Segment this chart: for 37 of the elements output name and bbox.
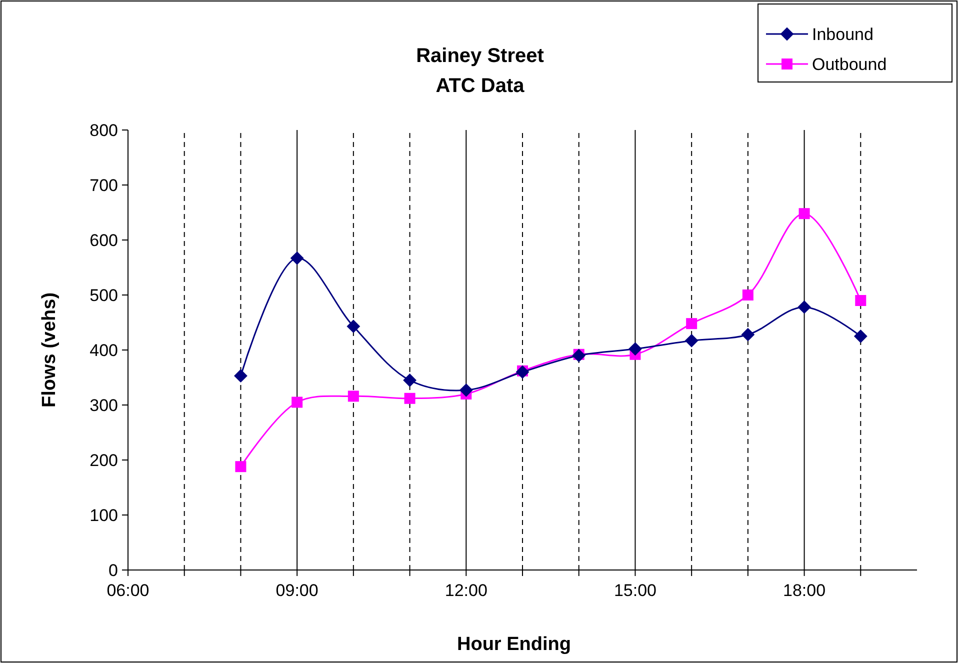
point (404, 392, 416, 404)
point (234, 369, 248, 382)
point (798, 300, 811, 314)
x-tick-label: 18:00 (783, 581, 826, 600)
point (460, 384, 473, 397)
point (686, 318, 698, 330)
point (346, 320, 360, 333)
point (348, 390, 359, 402)
point (855, 295, 866, 306)
point (742, 290, 754, 300)
legend-label: Inbound (812, 25, 874, 44)
x-tick-label: 15:00 (614, 581, 656, 600)
y-tick-label: 600 (90, 231, 118, 250)
legend-label: Outbound (812, 55, 887, 74)
point (628, 342, 642, 356)
point (854, 330, 868, 343)
point (290, 252, 304, 265)
point (292, 396, 303, 408)
y-tick-label: 300 (90, 396, 118, 415)
point (798, 208, 810, 220)
point (741, 328, 754, 342)
y-tick-label: 700 (90, 176, 118, 195)
chart-title: Rainey Street ATC Data (416, 45, 544, 97)
y-axis-title: Flows (vehs) (39, 292, 60, 408)
point (235, 461, 246, 472)
point (685, 334, 698, 348)
x-tick-label: 09:00 (276, 581, 318, 600)
y-tick-label: 800 (90, 121, 118, 140)
y-tick-label: 100 (90, 506, 118, 525)
x-tick-label: 06:00 (106, 581, 150, 600)
y-tick-label: 200 (90, 451, 118, 470)
x-tick-label: 12:00 (444, 581, 488, 600)
y-tick-label: 400 (90, 341, 118, 360)
point (403, 374, 416, 387)
y-tick-label: 500 (90, 286, 118, 305)
y-tick-label: 0 (108, 561, 118, 580)
x-axis-title: Hour Ending (457, 634, 571, 655)
